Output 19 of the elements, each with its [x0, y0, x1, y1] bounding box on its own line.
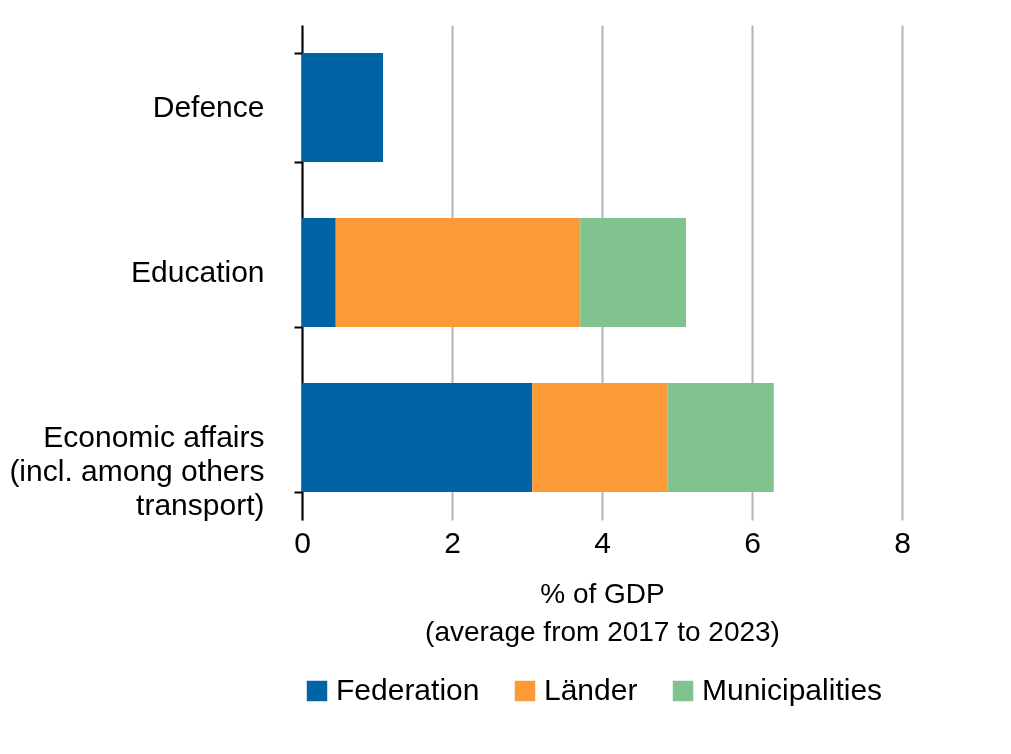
- x-tick-label: 8: [894, 525, 911, 559]
- bar: [667, 383, 774, 492]
- bar: [302, 53, 383, 162]
- bar: [532, 383, 668, 492]
- legend-label: Federation: [336, 673, 480, 706]
- x-tick-label: 6: [744, 525, 761, 559]
- bar: [580, 218, 686, 327]
- x-axis-title: % of GDP (average from 2017 to 2023): [425, 577, 780, 647]
- bar: [302, 383, 533, 492]
- x-tick-label: 2: [444, 525, 461, 559]
- y-tick-label: Defence: [152, 90, 265, 123]
- legend-label: Municipalities: [702, 673, 883, 706]
- bar: [335, 218, 581, 327]
- x-tick-label: 0: [294, 525, 311, 559]
- y-tick-label: Economic affairs (incl. among others transport): [9, 420, 265, 521]
- x-tick-label: 4: [594, 525, 611, 559]
- y-tick-label: Education: [131, 255, 265, 288]
- bar: [302, 218, 336, 327]
- legend-label: Länder: [544, 673, 638, 706]
